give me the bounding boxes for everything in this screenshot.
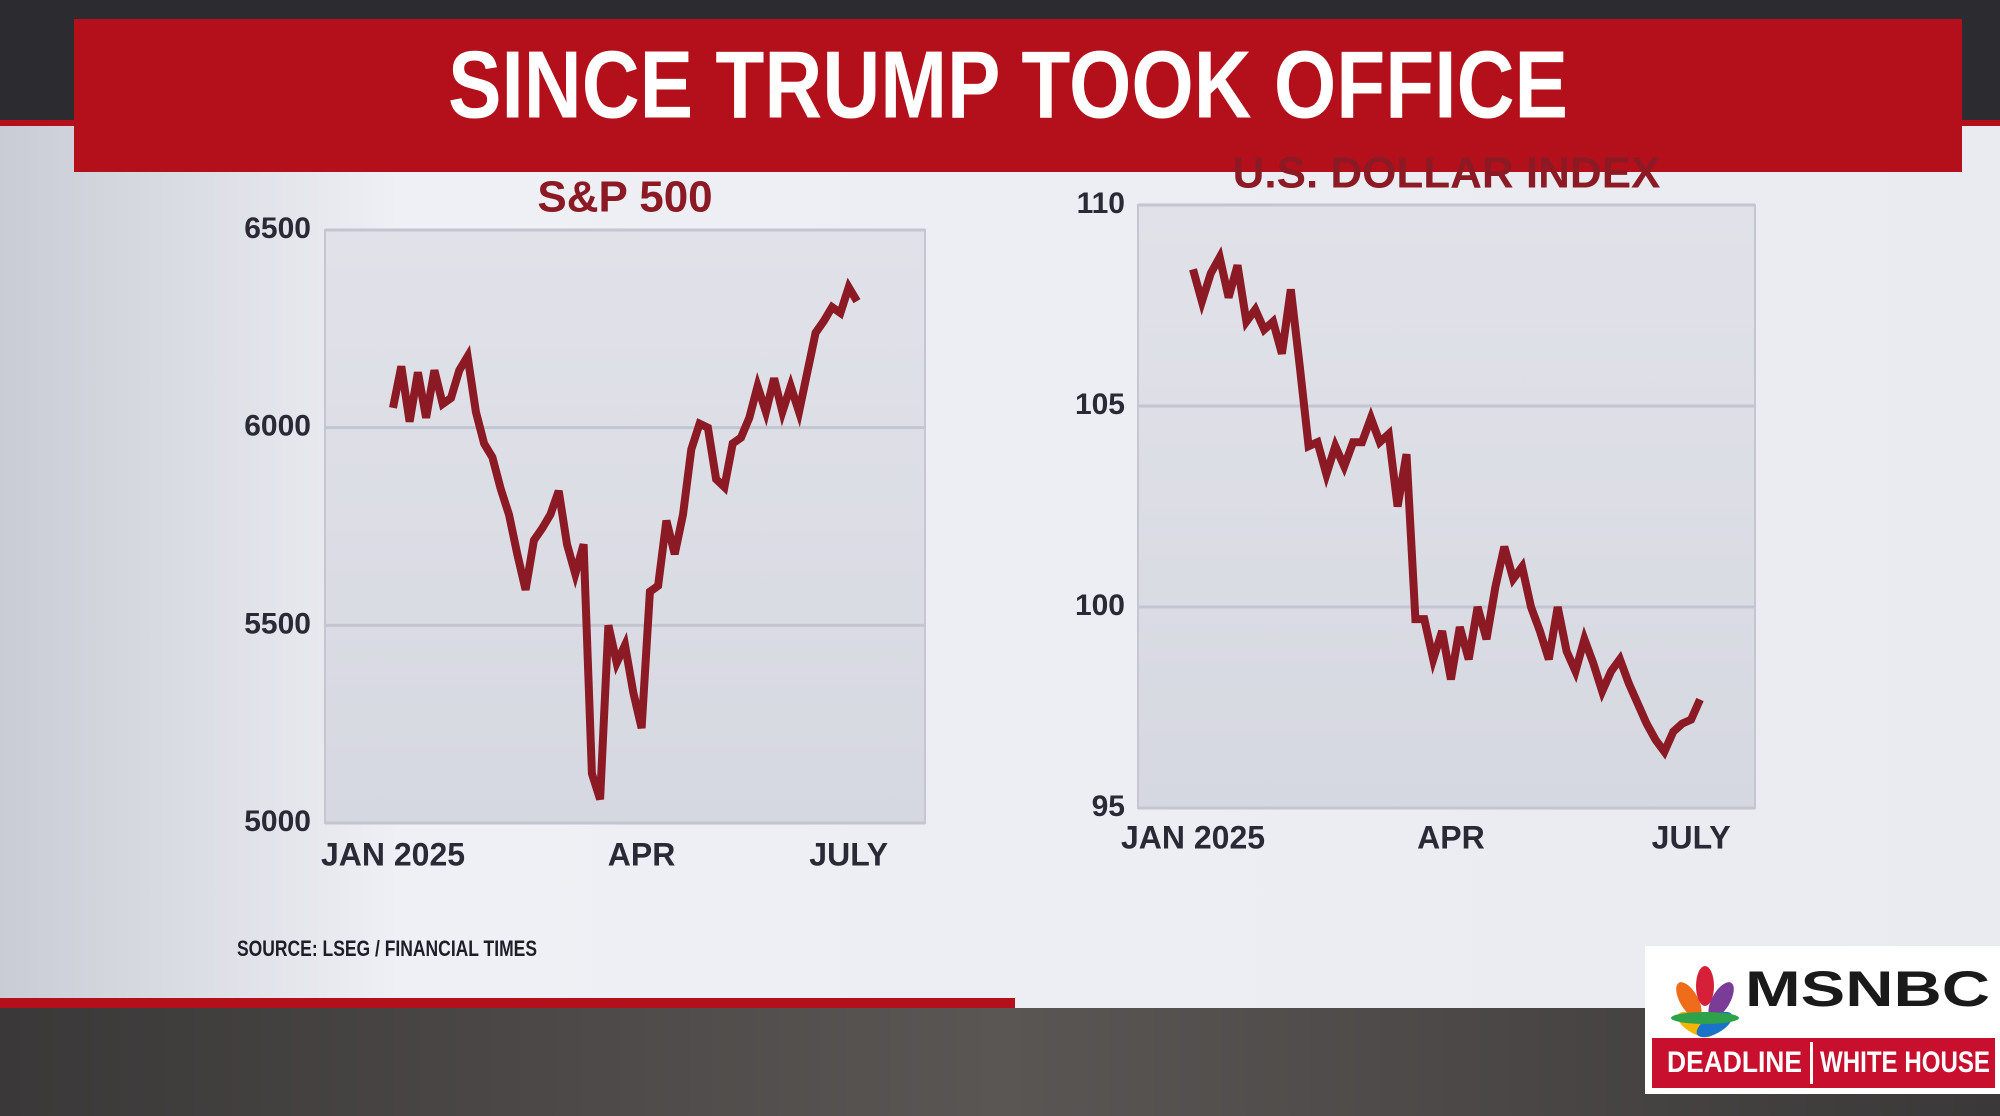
show-name: WHITE HOUSE — [1820, 1046, 1990, 1079]
y-tick-label: 105 — [1075, 388, 1125, 421]
chart-title: U.S. DOLLAR INDEX — [1233, 149, 1661, 198]
show-name: DEADLINE — [1667, 1046, 1802, 1079]
data-line — [389, 277, 861, 801]
y-tick-label: 5000 — [244, 805, 311, 838]
x-tick-label: JULY — [1652, 819, 1731, 855]
x-tick-label: JAN 2025 — [321, 836, 465, 872]
data-line — [1189, 246, 1704, 760]
headline-bar — [74, 19, 1962, 172]
network-name: MSNBC — [1745, 961, 1990, 1017]
chart-title: S&P 500 — [537, 173, 712, 222]
y-tick-label: 110 — [1077, 187, 1125, 220]
source-note: SOURCE: LSEG / FINANCIAL TIMES — [237, 936, 537, 961]
y-tick-label: 6500 — [244, 212, 311, 245]
peacock — [1671, 966, 1739, 1038]
panel-bottom-rule — [0, 998, 1015, 1008]
y-tick-label: 95 — [1092, 790, 1125, 823]
x-tick-label: JAN 2025 — [1121, 819, 1265, 855]
chart: U.S. DOLLAR INDEX 95 100 105 110 JAN 2025 APR J… — [1075, 149, 1756, 855]
y-tick-label: 100 — [1075, 589, 1125, 622]
network-logo: MSNBC DEADLINE WHITE HOUSE — [1645, 946, 2000, 1094]
headline: SINCE TRUMP TOOK OFFICE — [448, 31, 1568, 138]
y-tick-label: 5500 — [244, 607, 311, 640]
x-tick-label: APR — [608, 836, 676, 872]
x-tick-label: APR — [1417, 819, 1485, 855]
plot-area — [324, 229, 926, 824]
y-tick-label: 6000 — [244, 410, 311, 443]
x-tick-label: JULY — [809, 836, 888, 872]
show-divider — [1810, 1042, 1813, 1084]
chart: S&P 500 5000 5500 6000 6500 JAN 2025 APR JULY — [244, 173, 926, 872]
show-bar — [1652, 1038, 1995, 1088]
